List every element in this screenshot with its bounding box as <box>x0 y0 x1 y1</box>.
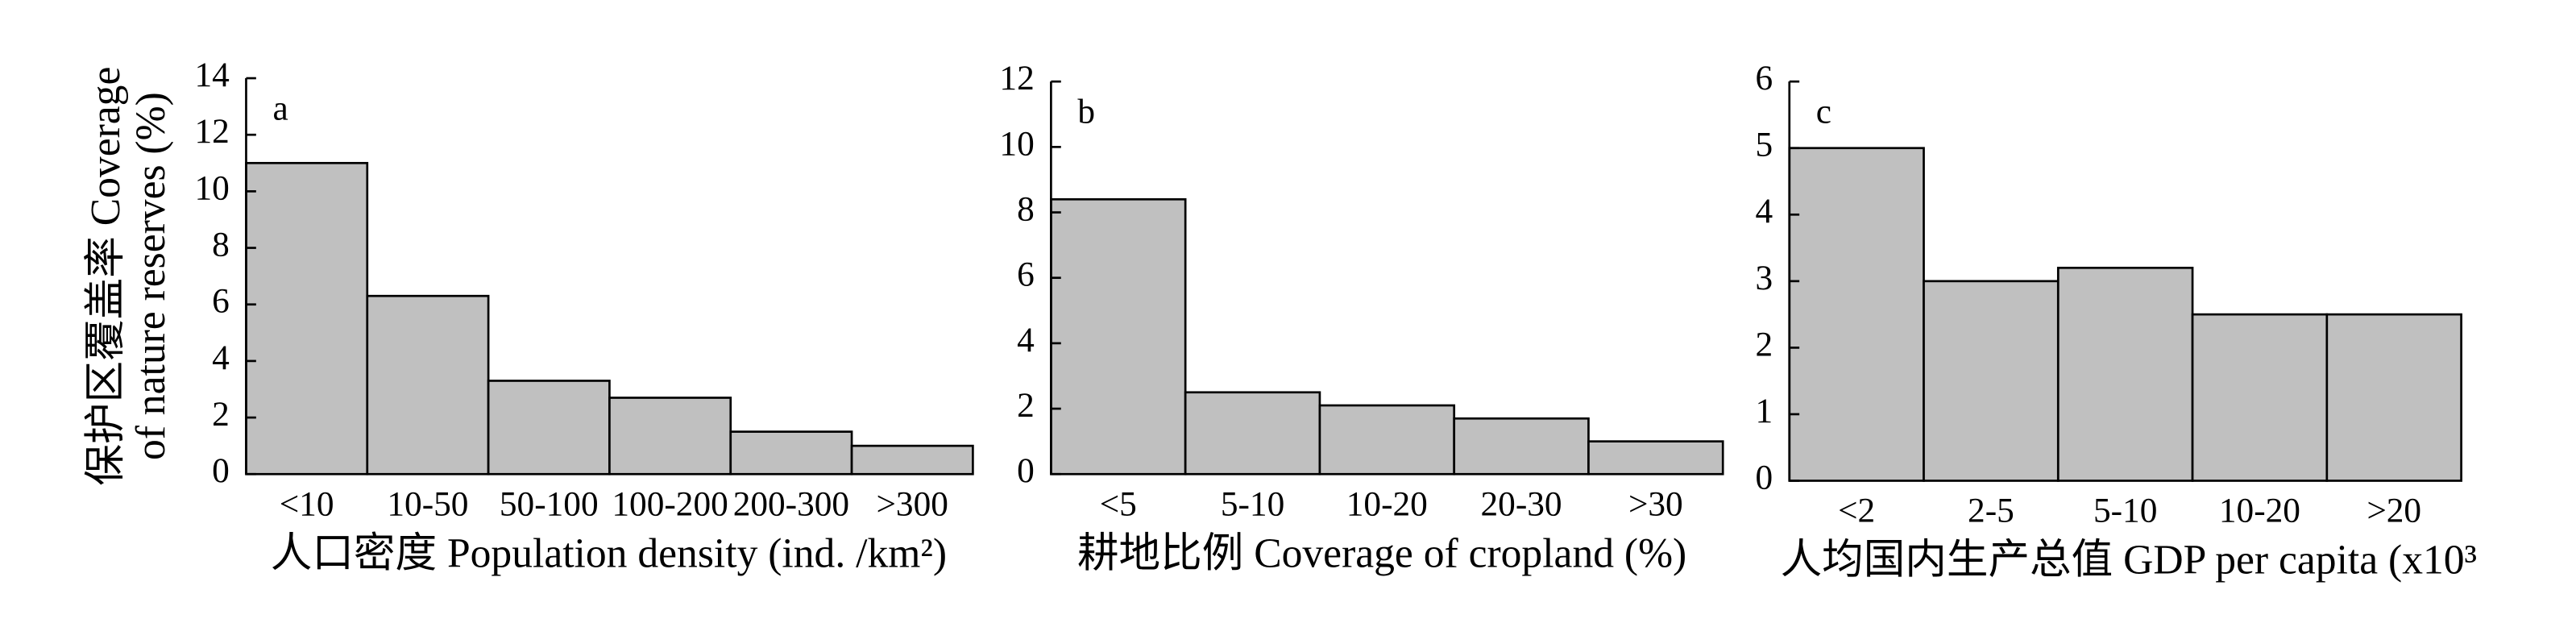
x-tick-label: <10 <box>280 484 334 523</box>
panel-label: a <box>272 89 288 127</box>
x-tick-label: <2 <box>1838 492 1875 530</box>
y-tick-label: 14 <box>194 56 229 94</box>
bar <box>1587 440 1724 476</box>
y-axis-label: of nature reserves (%) <box>128 92 174 460</box>
x-tick-label: 2-5 <box>1968 492 2014 530</box>
x-tick-label: 100-200 <box>612 484 728 523</box>
x-tick-label: 10-20 <box>2219 492 2300 530</box>
y-tick-label: 4 <box>1017 321 1035 359</box>
bar <box>245 161 369 476</box>
bar <box>1318 404 1456 476</box>
y-tick-label: 4 <box>1755 192 1773 231</box>
x-tick-label: >20 <box>2367 492 2421 530</box>
y-tick-label: 6 <box>1017 255 1035 294</box>
y-tick-label: 4 <box>212 338 230 377</box>
y-tick-label: 3 <box>1755 259 1773 297</box>
x-axis-label: 人口密度 Population density (ind. /km²) <box>271 530 947 576</box>
bar <box>729 430 853 476</box>
y-tick-label: 6 <box>1755 59 1773 98</box>
y-tick-label: 2 <box>212 395 230 434</box>
y-tick-label: 8 <box>212 226 230 264</box>
x-axis-label: 人均国内生产总值 GDP per capita (x10³ <box>1781 538 2477 584</box>
x-tick-label: 10-50 <box>387 484 468 523</box>
y-tick-label: 10 <box>194 168 229 207</box>
y-tick-label: 0 <box>1755 458 1773 496</box>
x-tick-label: 5-10 <box>2093 492 2157 530</box>
bar <box>2325 313 2462 482</box>
x-tick-label: 50-100 <box>500 484 599 523</box>
y-tick-label: 12 <box>194 112 229 151</box>
bar <box>2056 266 2194 482</box>
bar <box>1453 417 1590 476</box>
bar <box>487 380 611 476</box>
panel-label: c <box>1816 92 1831 131</box>
y-tick-label: 0 <box>1017 451 1035 490</box>
x-tick-label: 5-10 <box>1221 484 1284 523</box>
x-tick-label: 20-30 <box>1481 484 1562 523</box>
bar <box>2191 313 2329 482</box>
bar <box>850 444 974 476</box>
y-tick-label: 8 <box>1017 189 1035 228</box>
x-tick-label: 10-20 <box>1346 484 1428 523</box>
bar <box>608 397 732 476</box>
y-tick-label: 2 <box>1017 386 1035 425</box>
y-tick-label: 6 <box>212 282 230 321</box>
bar <box>1184 391 1321 476</box>
y-tick-label: 5 <box>1755 126 1773 164</box>
bar <box>366 294 490 476</box>
x-tick-label: 200-300 <box>733 484 849 523</box>
x-tick-label: >30 <box>1628 484 1683 523</box>
y-tick-label: 1 <box>1755 392 1773 430</box>
y-tick-label: 2 <box>1755 325 1773 363</box>
x-tick-label: <5 <box>1100 484 1137 523</box>
bar <box>1923 280 2060 482</box>
y-tick-label: 12 <box>999 59 1034 98</box>
panel-label: b <box>1077 92 1095 131</box>
x-tick-label: >300 <box>877 484 948 523</box>
bar <box>1788 147 1925 482</box>
y-tick-label: 10 <box>999 124 1034 163</box>
x-axis-label: 耕地比例 Coverage of cropland (%) <box>1077 530 1686 576</box>
y-axis-label: 保护区覆盖率 Coverage <box>83 67 129 486</box>
bar <box>1050 197 1187 476</box>
y-tick-label: 0 <box>212 451 230 490</box>
